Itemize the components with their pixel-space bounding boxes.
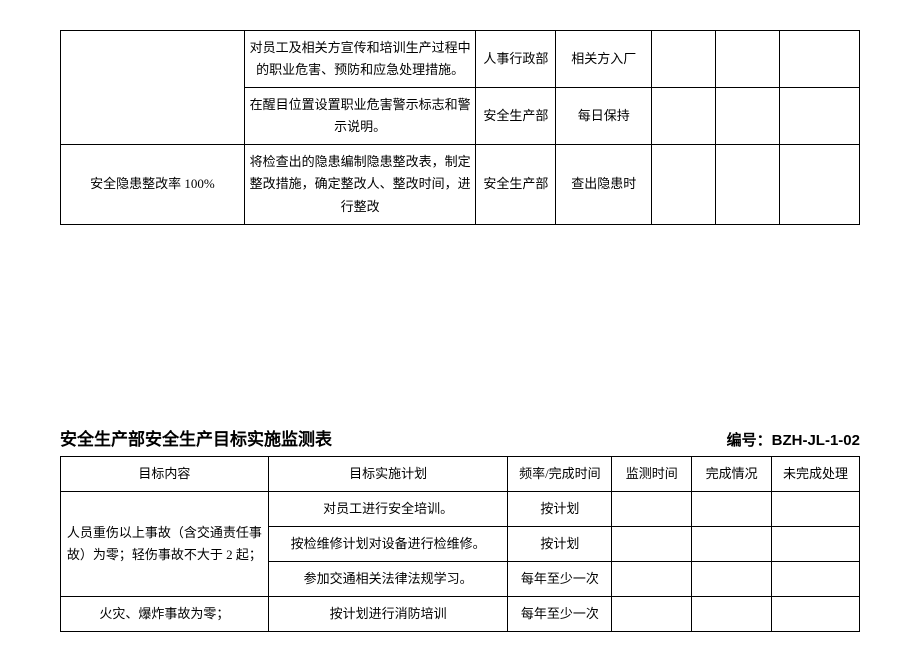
header-done: 完成情况 <box>692 456 772 491</box>
cell-plan: 对员工及相关方宣传和培训生产过程中的职业危害、预防和应急处理措施。 <box>244 31 476 88</box>
cell-done <box>692 526 772 561</box>
header-mon: 监测时间 <box>612 456 692 491</box>
cell-undone <box>780 145 860 224</box>
doc-code: 编号：BZH-JL-1-02 <box>727 429 860 450</box>
cell-done <box>692 491 772 526</box>
table-header-row: 目标内容 目标实施计划 频率/完成时间 监测时间 完成情况 未完成处理 <box>61 456 860 491</box>
cell-goal: 人员重伤以上事故（含交通责任事故）为零；轻伤事故不大于 2 起； <box>61 491 269 596</box>
cell-mon <box>612 597 692 632</box>
cell-done <box>692 597 772 632</box>
cell-mon <box>612 526 692 561</box>
table-row: 人员重伤以上事故（含交通责任事故）为零；轻伤事故不大于 2 起； 对员工进行安全… <box>61 491 860 526</box>
cell-dept: 安全生产部 <box>476 88 556 145</box>
cell-dept: 人事行政部 <box>476 31 556 88</box>
cell-plan: 对员工进行安全培训。 <box>268 491 508 526</box>
cell-goal: 火灾、爆炸事故为零； <box>61 597 269 632</box>
cell-done <box>692 561 772 596</box>
cell-mon <box>612 561 692 596</box>
cell-undone <box>772 561 860 596</box>
cell-mon <box>652 88 716 145</box>
table-top: 对员工及相关方宣传和培训生产过程中的职业危害、预防和应急处理措施。 人事行政部 … <box>60 30 860 225</box>
cell-plan: 在醒目位置设置职业危害警示标志和警示说明。 <box>244 88 476 145</box>
cell-undone <box>772 491 860 526</box>
table-row: 安全隐患整改率 100% 将检查出的隐患编制隐患整改表，制定整改措施，确定整改人… <box>61 145 860 224</box>
cell-undone <box>772 597 860 632</box>
cell-plan: 参加交通相关法律法规学习。 <box>268 561 508 596</box>
cell-dept: 安全生产部 <box>476 145 556 224</box>
header-goal: 目标内容 <box>61 456 269 491</box>
cell-freq: 按计划 <box>508 491 612 526</box>
section-title: 安全生产部安全生产目标实施监测表 <box>60 425 332 450</box>
header-freq: 频率/完成时间 <box>508 456 612 491</box>
cell-mon <box>612 491 692 526</box>
cell-plan: 按检维修计划对设备进行检维修。 <box>268 526 508 561</box>
cell-undone <box>772 526 860 561</box>
cell-plan: 按计划进行消防培训 <box>268 597 508 632</box>
cell-freq: 相关方入厂 <box>556 31 652 88</box>
cell-mon <box>652 145 716 224</box>
header-undone: 未完成处理 <box>772 456 860 491</box>
section-header: 安全生产部安全生产目标实施监测表 编号：BZH-JL-1-02 <box>60 425 860 450</box>
table-row: 对员工及相关方宣传和培训生产过程中的职业危害、预防和应急处理措施。 人事行政部 … <box>61 31 860 88</box>
cell-mon <box>652 31 716 88</box>
cell-undone <box>780 88 860 145</box>
cell-freq: 按计划 <box>508 526 612 561</box>
table-row: 火灾、爆炸事故为零； 按计划进行消防培训 每年至少一次 <box>61 597 860 632</box>
cell-done <box>716 145 780 224</box>
cell-done <box>716 88 780 145</box>
cell-freq: 每年至少一次 <box>508 597 612 632</box>
cell-freq: 每年至少一次 <box>508 561 612 596</box>
cell-plan: 将检查出的隐患编制隐患整改表，制定整改措施，确定整改人、整改时间，进行整改 <box>244 145 476 224</box>
cell-undone <box>780 31 860 88</box>
cell-freq: 每日保持 <box>556 88 652 145</box>
table-monitor: 目标内容 目标实施计划 频率/完成时间 监测时间 完成情况 未完成处理 人员重伤… <box>60 456 860 632</box>
cell-goal: 安全隐患整改率 100% <box>61 145 245 224</box>
cell-freq: 查出隐患时 <box>556 145 652 224</box>
cell-goal <box>61 31 245 145</box>
cell-done <box>716 31 780 88</box>
header-plan: 目标实施计划 <box>268 456 508 491</box>
